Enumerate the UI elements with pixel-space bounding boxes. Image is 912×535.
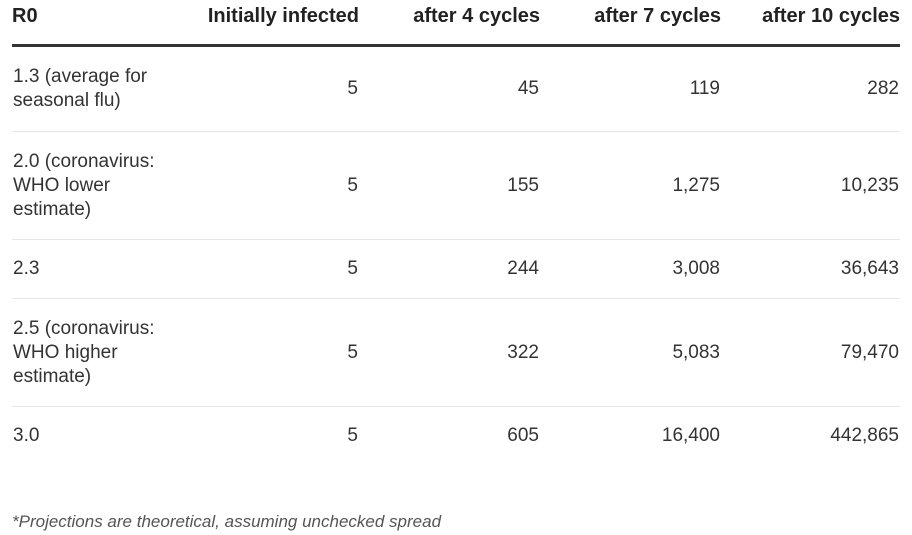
cell-after-4-cycles: 155 bbox=[359, 131, 540, 240]
cell-initially-infected: 5 bbox=[182, 239, 359, 299]
header-after-7-cycles: after 7 cycles bbox=[540, 0, 721, 47]
cell-initially-infected: 5 bbox=[347, 425, 358, 446]
cell-after-4-cycles: 45 bbox=[359, 45, 540, 132]
cell-initially-infected: 5 bbox=[182, 298, 359, 407]
cell-after-7-cycles: 5,083 bbox=[540, 298, 721, 407]
table-row: 2.3 5 244 3,008 36,643 bbox=[12, 239, 900, 299]
cell-after-7-cycles: 119 bbox=[540, 45, 721, 132]
cell-r0: 2.3 bbox=[12, 239, 182, 299]
cell-after-4-cycles: 322 bbox=[359, 298, 540, 407]
cell-after-7-cycles: 1,275 bbox=[540, 131, 721, 240]
cell-after-7-cycles: 16,400 bbox=[661, 425, 720, 446]
table-row: 3.0 5 605 16,400 442,865 bbox=[12, 407, 900, 466]
header-initially-infected: Initially infected bbox=[182, 0, 359, 47]
header-r0: R0 bbox=[12, 0, 182, 47]
footnote: *Projections are theoretical, assuming u… bbox=[12, 512, 442, 531]
cell-r0: 1.3 (average for seasonal flu) bbox=[12, 45, 182, 132]
header-after-4-cycles: after 4 cycles bbox=[359, 0, 540, 47]
cell-r0: 2.5 (coronavirus: WHO higher estimate) bbox=[12, 298, 182, 407]
cell-after-4-cycles: 244 bbox=[359, 239, 540, 299]
cell-r0: 2.0 (coronavirus: WHO lower estimate) bbox=[12, 131, 182, 240]
cell-after-10-cycles: 36,643 bbox=[721, 239, 900, 299]
cell-after-10-cycles: 10,235 bbox=[721, 131, 900, 240]
cell-after-10-cycles: 442,865 bbox=[830, 425, 899, 446]
cell-after-7-cycles: 3,008 bbox=[540, 239, 721, 299]
table-header-row: R0 Initially infected after 4 cycles aft… bbox=[12, 0, 900, 47]
cell-initially-infected: 5 bbox=[182, 45, 359, 132]
table-row: 2.0 (coronavirus: WHO lower estimate) 5 … bbox=[12, 131, 900, 240]
projection-table-container: R0 Initially infected after 4 cycles aft… bbox=[12, 0, 900, 465]
cell-after-4-cycles: 605 bbox=[507, 425, 539, 446]
cell-initially-infected: 5 bbox=[182, 131, 359, 240]
projection-table: R0 Initially infected after 4 cycles aft… bbox=[12, 0, 900, 465]
cell-after-10-cycles: 282 bbox=[721, 45, 900, 132]
cell-after-10-cycles: 79,470 bbox=[721, 298, 900, 407]
header-after-10-cycles: after 10 cycles bbox=[721, 0, 900, 47]
table-row: 2.5 (coronavirus: WHO higher estimate) 5… bbox=[12, 298, 900, 407]
table-row: 1.3 (average for seasonal flu) 5 45 119 … bbox=[12, 45, 900, 132]
cell-r0: 3.0 bbox=[13, 425, 40, 446]
